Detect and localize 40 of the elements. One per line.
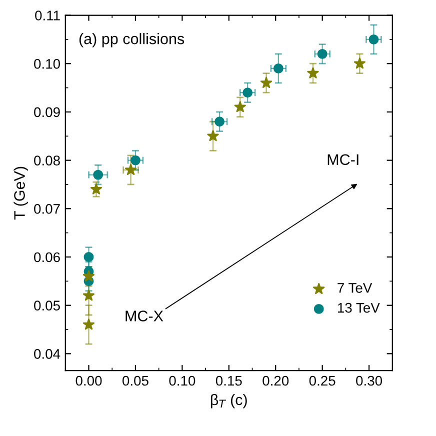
- point: [234, 101, 246, 112]
- y-tick-label: 0.10: [34, 58, 60, 69]
- point: [93, 170, 104, 180]
- text: (a) pp collisions: [79, 33, 184, 48]
- x-tick-label: 0.00: [76, 376, 102, 386]
- point: [214, 116, 225, 127]
- y-tick-label: 0.09: [34, 107, 60, 118]
- point: [124, 164, 137, 176]
- x-tick-label: 0.15: [216, 376, 242, 386]
- annotation: MC-X: [126, 310, 164, 322]
- point: [273, 63, 284, 74]
- point: [90, 183, 102, 194]
- point: [82, 290, 95, 301]
- point: [82, 270, 95, 282]
- y-axis-title: T (GeV): [14, 166, 28, 220]
- legend-label: 13 TeV: [338, 302, 380, 313]
- y-tick-label: 0.05: [34, 300, 60, 311]
- point: [354, 58, 366, 69]
- point: [368, 34, 379, 44]
- point: [84, 252, 94, 262]
- point: [130, 155, 140, 166]
- point: [317, 48, 328, 59]
- point: [260, 76, 272, 88]
- point: [242, 88, 253, 98]
- point: [207, 130, 219, 142]
- point: [82, 318, 95, 330]
- y-tick-label: 0.07: [34, 204, 60, 214]
- x-tick-label: 0.10: [169, 376, 196, 386]
- point: [307, 67, 319, 78]
- x-tick-label: 0.20: [262, 376, 289, 386]
- x-tick-label: 0.30: [356, 376, 382, 386]
- x-axis-title: β$_{T}$ (c): [210, 394, 247, 408]
- x-tick-label: 0.05: [122, 376, 148, 386]
- y-tick-label: 0.06: [34, 252, 60, 262]
- x-tick-label: 0.25: [309, 376, 336, 386]
- y-tick-label: 0.11: [35, 10, 60, 20]
- annotation: MC-I: [328, 154, 358, 166]
- legend-label: 7 TeV: [338, 283, 372, 293]
- y-tick-label: 0.04: [34, 349, 60, 359]
- y-tick-label: 0.08: [34, 156, 60, 166]
